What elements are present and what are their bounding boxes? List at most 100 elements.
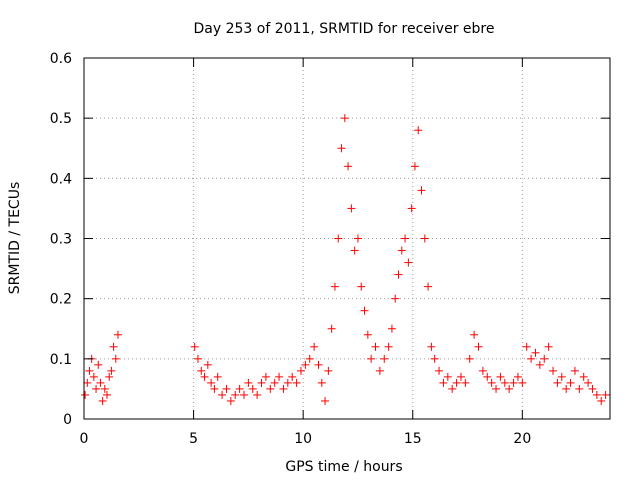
data-point xyxy=(592,390,601,399)
data-point xyxy=(327,324,336,333)
data-point xyxy=(288,372,297,381)
x-tick-label: 10 xyxy=(294,431,312,447)
data-point xyxy=(301,360,310,369)
data-point xyxy=(414,126,423,135)
y-tick-label: 0.6 xyxy=(50,51,72,67)
chart-title: Day 253 of 2011, SRMTID for receiver ebr… xyxy=(194,21,495,37)
data-point xyxy=(420,234,429,243)
data-point xyxy=(235,384,244,393)
data-point xyxy=(266,384,275,393)
data-point xyxy=(100,384,109,393)
data-point xyxy=(478,366,487,375)
data-point xyxy=(443,372,452,381)
data-point xyxy=(81,390,90,399)
data-point xyxy=(190,342,199,351)
data-point xyxy=(94,360,103,369)
data-point xyxy=(113,330,122,339)
data-point xyxy=(588,384,597,393)
data-point xyxy=(417,186,426,195)
y-tick-label: 0.1 xyxy=(50,352,72,368)
data-point xyxy=(394,270,403,279)
data-point xyxy=(597,396,606,405)
data-point xyxy=(340,114,349,123)
data-point xyxy=(350,246,359,255)
data-point xyxy=(248,384,257,393)
data-point xyxy=(430,354,439,363)
data-point xyxy=(347,204,356,213)
data-point xyxy=(360,306,369,315)
data-point xyxy=(566,378,575,387)
data-point xyxy=(367,354,376,363)
data-point xyxy=(85,366,94,375)
data-point xyxy=(96,378,105,387)
x-tick-label: 0 xyxy=(80,431,89,447)
y-axis-label: SRMTID / TECUs xyxy=(7,182,23,295)
data-point xyxy=(371,342,380,351)
data-point xyxy=(535,360,544,369)
data-point xyxy=(239,390,248,399)
data-point xyxy=(310,342,319,351)
data-point xyxy=(193,354,202,363)
data-point xyxy=(83,378,92,387)
data-point xyxy=(283,378,292,387)
data-point xyxy=(89,372,98,381)
data-point xyxy=(540,354,549,363)
data-point xyxy=(103,390,112,399)
x-tick-label: 5 xyxy=(189,431,198,447)
data-point xyxy=(231,390,240,399)
data-point xyxy=(557,372,566,381)
data-point xyxy=(296,366,305,375)
data-point xyxy=(575,384,584,393)
data-point xyxy=(461,378,470,387)
data-point xyxy=(244,378,253,387)
data-point xyxy=(314,360,323,369)
data-point xyxy=(553,378,562,387)
data-point xyxy=(279,384,288,393)
data-point xyxy=(397,246,406,255)
data-point xyxy=(203,360,212,369)
data-point xyxy=(357,282,366,291)
data-point xyxy=(207,378,216,387)
data-point xyxy=(483,372,492,381)
data-point xyxy=(562,384,571,393)
data-point xyxy=(518,378,527,387)
data-point xyxy=(105,372,114,381)
data-point xyxy=(424,282,433,291)
data-point xyxy=(439,378,448,387)
data-point xyxy=(98,396,107,405)
x-axis-label: GPS time / hours xyxy=(285,459,402,475)
data-point xyxy=(109,342,118,351)
data-point xyxy=(570,366,579,375)
data-point xyxy=(505,384,514,393)
data-point xyxy=(456,372,465,381)
data-point xyxy=(337,144,346,153)
data-point xyxy=(213,372,222,381)
y-tick-label: 0 xyxy=(63,412,72,428)
data-point xyxy=(344,162,353,171)
data-point xyxy=(404,258,413,267)
data-point xyxy=(410,162,419,171)
data-point xyxy=(111,354,120,363)
data-point xyxy=(107,366,116,375)
data-point xyxy=(218,390,227,399)
data-point xyxy=(601,390,610,399)
data-point xyxy=(435,366,444,375)
y-tick-label: 0.3 xyxy=(50,232,72,248)
axis-ticks xyxy=(83,57,610,420)
data-point xyxy=(384,342,393,351)
data-point xyxy=(549,366,558,375)
data-point xyxy=(427,342,436,351)
data-point xyxy=(544,342,553,351)
data-point xyxy=(527,354,536,363)
data-point xyxy=(200,372,209,381)
data-point xyxy=(92,384,101,393)
data-point xyxy=(197,366,206,375)
data-point xyxy=(584,378,593,387)
data-point xyxy=(448,384,457,393)
data-point xyxy=(257,378,266,387)
tick-labels: 0 0.1 0.2 0.3 0.4 0.5 0.6 0 5 10 15 20 xyxy=(50,51,532,447)
x-tick-label: 20 xyxy=(513,431,531,447)
data-point xyxy=(324,366,333,375)
data-point xyxy=(496,372,505,381)
data-point xyxy=(487,378,496,387)
